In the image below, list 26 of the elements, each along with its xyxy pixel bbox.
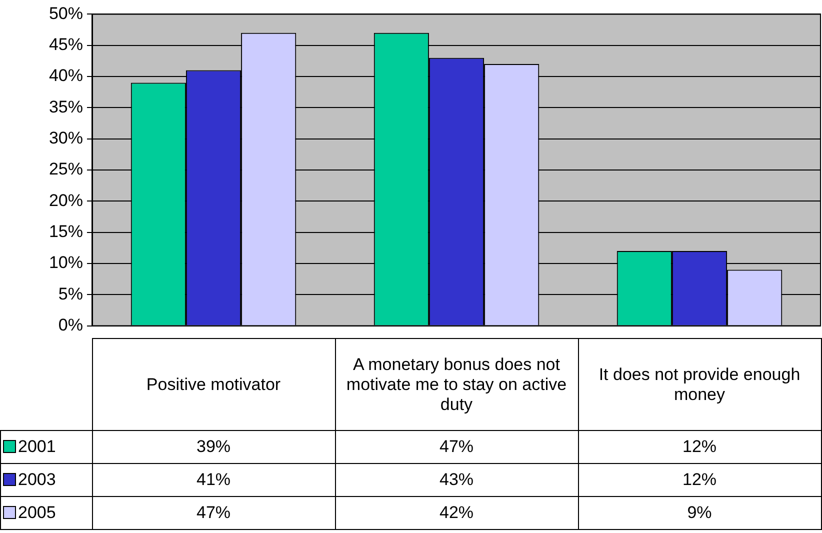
y-tick-label: 5% <box>58 284 83 304</box>
data-label: 39% <box>92 430 335 464</box>
legend-label: 2005 <box>0 496 92 530</box>
legend-label: 2003 <box>0 464 92 496</box>
x-tick-label: It does not provide enough money <box>578 338 821 430</box>
y-tick-label: 10% <box>48 253 83 272</box>
data-label: 43% <box>335 464 578 496</box>
data-label: 47% <box>335 430 578 464</box>
y-tick-label: 45% <box>48 35 83 54</box>
data-label: 12% <box>578 430 821 464</box>
y-tick-label: 40% <box>48 66 83 86</box>
y-tick-label: 20% <box>48 190 83 210</box>
y-tick-label: 0% <box>58 315 83 334</box>
data-label: 47% <box>92 496 335 530</box>
x-tick-label: A monetary bonus does not motivate me to stay on active duty <box>335 338 578 430</box>
y-tick-label: 50% <box>48 4 83 23</box>
data-label: 12% <box>578 464 821 496</box>
y-tick-label: 15% <box>48 222 83 242</box>
y-tick-label: 35% <box>48 97 83 116</box>
x-tick-label: Positive motivator <box>92 338 335 430</box>
y-tick-label: 30% <box>48 128 83 148</box>
data-label: 42% <box>335 496 578 530</box>
legend-label: 2001 <box>0 430 92 464</box>
y-tick-label: 25% <box>48 160 83 179</box>
data-label: 9% <box>578 496 821 530</box>
data-label: 41% <box>92 464 335 496</box>
